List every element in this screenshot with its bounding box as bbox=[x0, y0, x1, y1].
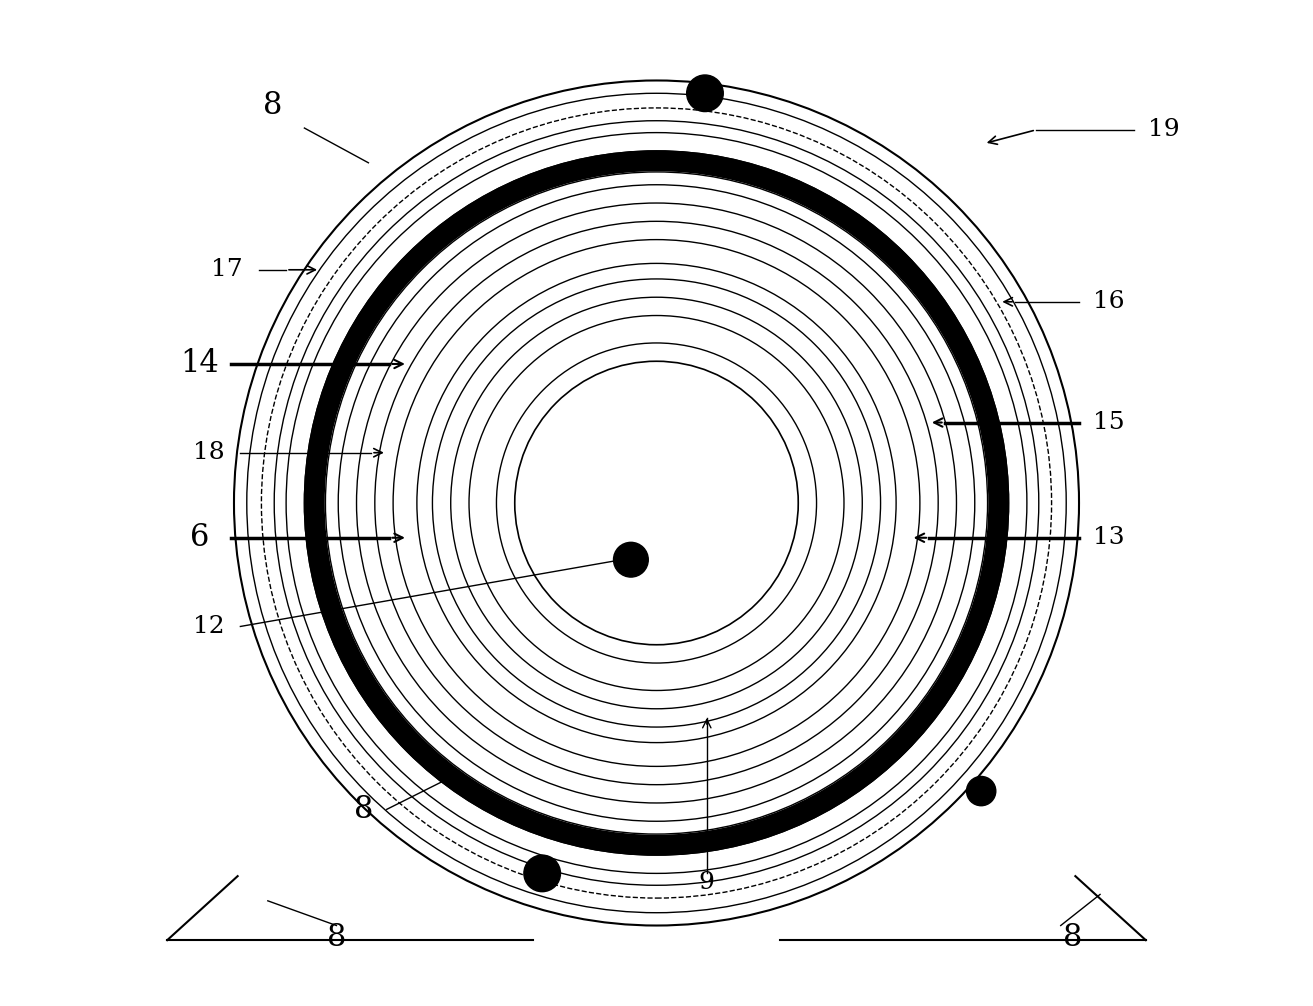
Circle shape bbox=[418, 264, 895, 742]
Text: 8: 8 bbox=[263, 90, 282, 121]
Text: 8: 8 bbox=[1064, 921, 1082, 953]
Text: 17: 17 bbox=[211, 259, 243, 282]
Circle shape bbox=[234, 80, 1079, 926]
Text: 18: 18 bbox=[193, 442, 225, 464]
Text: 19: 19 bbox=[1149, 119, 1180, 142]
Circle shape bbox=[524, 855, 561, 891]
Circle shape bbox=[966, 777, 995, 806]
Text: 9: 9 bbox=[699, 871, 714, 894]
Text: 12: 12 bbox=[193, 615, 225, 638]
Text: 6: 6 bbox=[189, 522, 209, 553]
Text: 16: 16 bbox=[1094, 291, 1125, 313]
Circle shape bbox=[305, 151, 1008, 855]
Text: 14: 14 bbox=[180, 348, 218, 379]
Circle shape bbox=[326, 172, 987, 834]
Circle shape bbox=[613, 542, 649, 577]
Text: 8: 8 bbox=[355, 794, 373, 825]
Circle shape bbox=[393, 239, 920, 767]
Text: 15: 15 bbox=[1094, 411, 1125, 434]
Text: 8: 8 bbox=[327, 921, 347, 953]
Text: 13: 13 bbox=[1094, 526, 1125, 549]
Circle shape bbox=[687, 75, 723, 112]
